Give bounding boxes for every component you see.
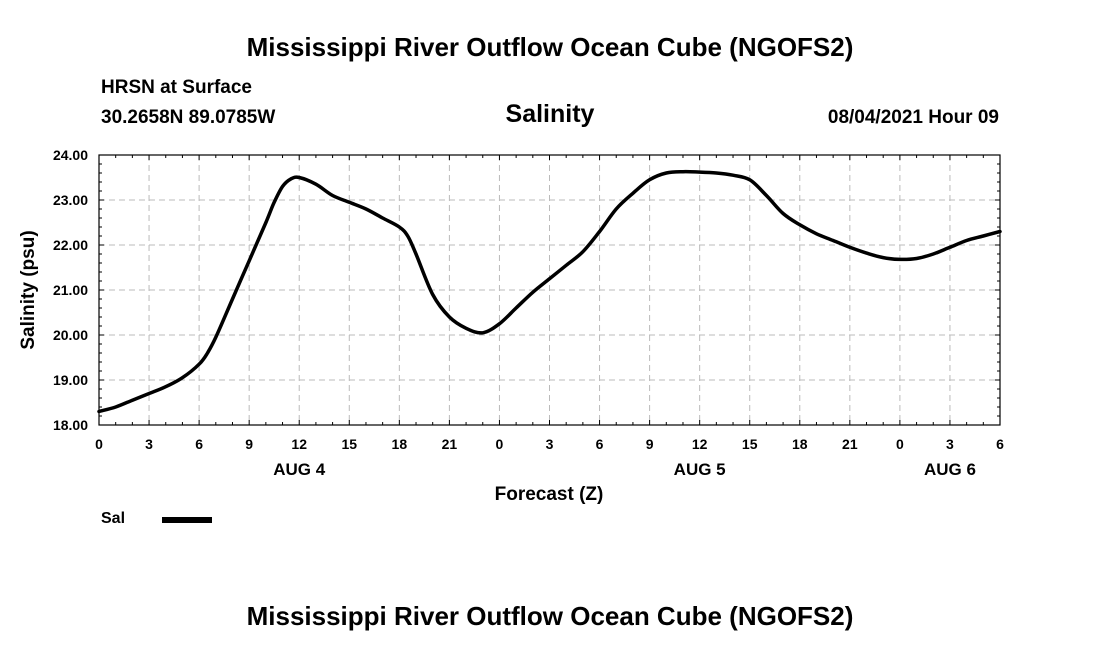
- x-tick-label: 0: [95, 436, 103, 452]
- x-tick-label: 21: [842, 436, 858, 452]
- plot-frame: [98, 154, 1001, 426]
- x-tick-label: 6: [996, 436, 1004, 452]
- x-tick-label: 21: [442, 436, 458, 452]
- y-tick-label: 24.00: [53, 147, 88, 163]
- y-tick-labels: 18.00 19.00 20.00 21.00 22.00 23.00 24.00: [53, 147, 88, 433]
- x-tick-label: 18: [792, 436, 808, 452]
- x-tick-label: 18: [392, 436, 408, 452]
- x-tick-labels: 0 3 6 9 12 15 18 21 0 3 6 9 12 15 18 21 0 3 6: [95, 436, 1004, 452]
- legend-label: Sal: [101, 510, 126, 527]
- x-tick-label: 3: [546, 436, 554, 452]
- x-tick-label: 15: [742, 436, 758, 452]
- x-axis-label: Forecast (Z): [495, 484, 604, 505]
- footer-title: Mississippi River Outflow Ocean Cube (NG…: [246, 601, 854, 631]
- x-tick-label: 3: [145, 436, 153, 452]
- figure-title: Mississippi River Outflow Ocean Cube (NG…: [246, 32, 854, 62]
- x-tick-label: 0: [496, 436, 504, 452]
- x-tick-label: 0: [896, 436, 904, 452]
- station-coordinates: 30.2658N 89.0785W: [101, 107, 276, 128]
- x-tick-label: 6: [596, 436, 604, 452]
- chart-title: Salinity: [505, 100, 595, 128]
- day-labels: AUG 4 AUG 5 AUG 6: [273, 460, 976, 479]
- x-tick-label: 12: [291, 436, 307, 452]
- x-tick-label: 6: [195, 436, 203, 452]
- y-tick-label: 23.00: [53, 192, 88, 208]
- x-tick-label: 12: [692, 436, 708, 452]
- y-tick-label: 19.00: [53, 372, 88, 388]
- grid-lines: [99, 155, 1000, 425]
- y-tick-label: 21.00: [53, 282, 88, 298]
- x-tick-label: 9: [245, 436, 253, 452]
- x-tick-label: 3: [946, 436, 954, 452]
- salinity-series-line: [97, 169, 1002, 414]
- day-label: AUG 6: [924, 460, 976, 479]
- x-tick-label: 9: [646, 436, 654, 452]
- day-label: AUG 4: [273, 460, 326, 479]
- y-tick-label: 18.00: [53, 417, 88, 433]
- y-tick-label: 20.00: [53, 327, 88, 343]
- day-label: AUG 5: [674, 460, 726, 479]
- y-tick-label: 22.00: [53, 237, 88, 253]
- station-label: HRSN at Surface: [101, 77, 252, 98]
- legend-swatch: [162, 517, 212, 523]
- y-axis-label: Salinity (psu): [18, 230, 39, 349]
- forecast-datetime: 08/04/2021 Hour 09: [827, 107, 999, 128]
- x-tick-label: 15: [341, 436, 357, 452]
- salinity-chart: 0 3 6 9 12 15 18 21 0 3 6 9 12 15 18 21 0 3 6 18.00 19.00 20…: [18, 147, 1004, 505]
